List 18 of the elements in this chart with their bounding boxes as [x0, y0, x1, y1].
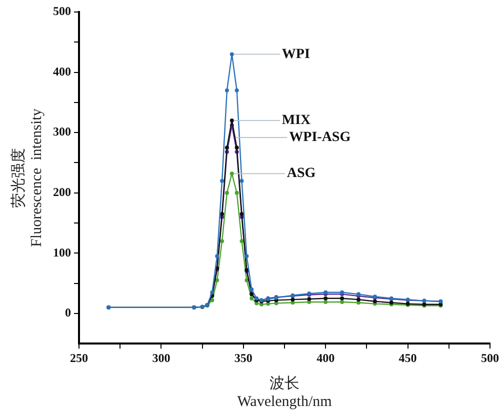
text: MIX	[282, 113, 311, 128]
x-tick-label: 450	[398, 350, 417, 365]
x-tick-label: 400	[316, 350, 335, 365]
y-axis-title: 荧光强度 Fluorescence intensity	[10, 108, 45, 247]
y-tick-label: 500	[53, 4, 71, 18]
x-axis-title: 波长 Wavelength/nm	[237, 374, 332, 410]
text: WPI-ASG	[289, 130, 351, 146]
x-tick-label: 250	[70, 350, 88, 365]
y-tick-label: 300	[53, 124, 71, 139]
y-tick-label: 0	[65, 306, 71, 320]
x-tick-label: 300	[152, 350, 170, 365]
x-tick-label: 500	[481, 350, 499, 365]
y-tick-label: 100	[53, 245, 71, 260]
y-tick-label: 400	[53, 64, 71, 78]
text: WPI	[282, 46, 310, 62]
text: ASG	[286, 166, 316, 182]
y-tick-label: 200	[53, 184, 71, 199]
x-tick-label: 350	[234, 350, 252, 365]
